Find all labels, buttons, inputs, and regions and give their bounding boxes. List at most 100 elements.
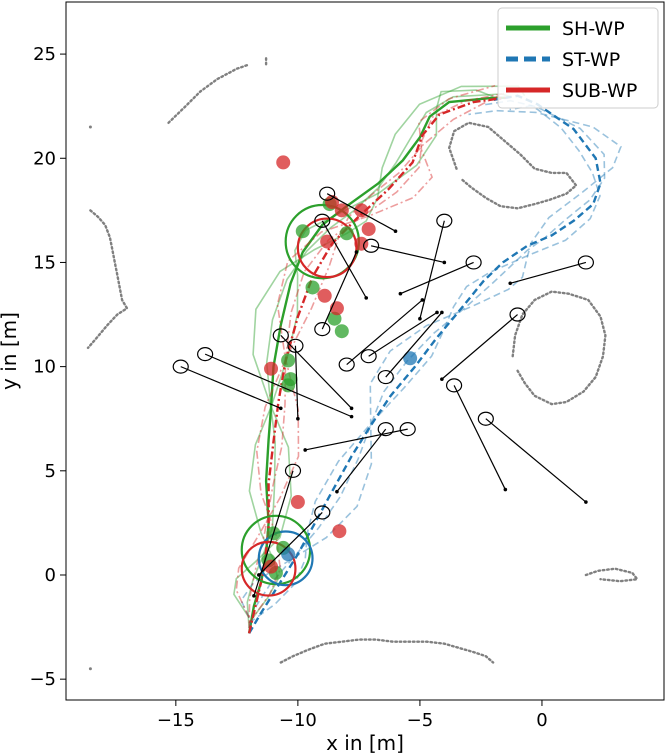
obstacle-cloud-5 — [511, 290, 607, 406]
pedestrian-goal-19 — [252, 594, 256, 598]
robot-marker-green — [334, 324, 349, 339]
pedestrian-start-7 — [272, 328, 289, 343]
pedestrian-path-13 — [385, 312, 443, 378]
pedestrian-goal-5 — [508, 281, 513, 286]
pedestrian-path-20 — [258, 512, 323, 576]
robot-marker-red — [354, 236, 369, 251]
robot-marker-blue — [281, 547, 296, 562]
trajectory-sub-wp-run — [248, 88, 513, 624]
pedestrian-goal-13 — [440, 310, 444, 315]
pedestrian-start-3 — [363, 238, 380, 253]
pedestrian-start-10 — [172, 359, 189, 374]
pedestrian-path-8 — [294, 345, 299, 419]
x-tick-label: −10 — [279, 710, 317, 731]
pedestrian-start-11 — [360, 349, 377, 364]
pedestrian-path-16 — [485, 418, 587, 503]
y-tick-label: 25 — [33, 44, 56, 65]
pedestrian-path-12 — [346, 299, 423, 365]
robot-marker-green — [305, 280, 320, 295]
robot-marker-green — [339, 226, 354, 241]
robot-marker-red — [276, 155, 291, 170]
robot-marker-red — [264, 559, 279, 574]
legend-label-st-wp: ST-WP — [562, 49, 620, 71]
robot-marker-green — [283, 372, 298, 387]
pedestrian-start-18 — [399, 422, 416, 437]
obstacle-cloud-1 — [167, 63, 251, 125]
pedestrian-start-5 — [577, 255, 594, 270]
robot-marker-blue — [403, 351, 418, 366]
x-axis-label: x in [m] — [326, 731, 404, 755]
obstacle-cloud-0 — [86, 209, 129, 350]
pedestrian-path-18 — [305, 428, 408, 451]
trajectory-st-wp-run — [248, 104, 601, 624]
axes-layer: −15 −10 −5 0 −5 0 5 10 15 20 25 — [29, 44, 547, 731]
trajectory-sub-wp-run — [235, 84, 496, 619]
trajectory-st-wp-run — [248, 99, 606, 629]
pedestrian-path-10 — [180, 366, 282, 409]
pedestrian-path-4 — [400, 261, 474, 295]
y-tick-label: 5 — [45, 461, 56, 482]
trajectories-layer — [233, 84, 622, 634]
pedestrian-goal-20 — [257, 573, 261, 577]
robot-marker-red — [317, 288, 332, 303]
pedestrian-start-13 — [377, 369, 394, 385]
pedestrian-start-9 — [197, 347, 214, 362]
pedestrian-goal-16 — [584, 500, 588, 504]
pedestrian-start-19 — [284, 463, 302, 478]
legend-label-sub-wp: SUB-WP — [562, 80, 637, 102]
waypoint-ring — [257, 530, 314, 587]
pedestrian-start-4 — [465, 255, 482, 270]
y-tick-label: 0 — [45, 565, 56, 586]
pedestrian-path-3 — [370, 245, 445, 264]
obstacle-point-clouds — [86, 57, 640, 671]
pedestrian-goal-17 — [335, 489, 339, 494]
x-tick-label: 0 — [536, 710, 547, 731]
pedestrian-goal-7 — [349, 406, 354, 411]
obstacle-cloud-7 — [584, 567, 640, 583]
pedestrian-start-0 — [319, 186, 336, 201]
pedestrian-path-15 — [453, 385, 506, 490]
pedestrian-goal-14 — [440, 377, 444, 381]
pedestrian-goal-12 — [420, 298, 425, 302]
pedestrian-start-8 — [287, 338, 304, 353]
pedestrian-start-14 — [509, 307, 526, 322]
pedestrian-goal-2 — [418, 316, 422, 321]
waypoint-rings — [240, 203, 360, 597]
pedestrian-path-5 — [510, 261, 587, 284]
trajectory-st-wp-run — [240, 109, 622, 619]
trajectory-sh-wp-run — [233, 85, 526, 619]
pedestrian-goal-10 — [278, 406, 283, 411]
plot-frame — [65, 1, 665, 701]
pedestrian-goal-4 — [398, 291, 403, 296]
pedestrian-path-0 — [326, 193, 396, 232]
y-tick-label: 20 — [33, 148, 56, 169]
pedestrian-start-2 — [436, 213, 453, 228]
pedestrian-path-9 — [204, 353, 352, 418]
pedestrian-path-17 — [336, 428, 387, 493]
pedestrian-path-6 — [321, 251, 358, 330]
y-tick-label: 15 — [33, 252, 56, 273]
pedestrian-start-1 — [314, 213, 331, 228]
y-axis-label: y in [m] — [0, 312, 21, 390]
pedestrian-path-11 — [368, 311, 438, 357]
pedestrian-goal-11 — [435, 310, 439, 315]
robot-marker-red — [290, 495, 305, 510]
pedestrian-goal-0 — [393, 229, 398, 233]
legend: SH-WP ST-WP SUB-WP — [497, 7, 659, 109]
robot-marker-red — [320, 234, 335, 249]
robot-marker-green — [281, 353, 296, 368]
pedestrian-start-17 — [377, 422, 394, 437]
pedestrian-start-16 — [477, 411, 494, 426]
obstacle-cloud-4 — [447, 121, 578, 210]
pedestrian-path-7 — [280, 334, 353, 409]
legend-label-sh-wp: SH-WP — [562, 18, 625, 40]
pedestrian-start-12 — [338, 357, 355, 372]
pedestrian-start-15 — [445, 378, 463, 393]
pedestrian-goal-1 — [364, 296, 369, 300]
pedestrian-goal-18 — [303, 448, 308, 452]
robot-marker-green — [295, 224, 310, 239]
pedestrian-start-6 — [314, 322, 331, 337]
robot-marker-red — [332, 524, 347, 539]
robot-marker-red — [325, 195, 340, 210]
